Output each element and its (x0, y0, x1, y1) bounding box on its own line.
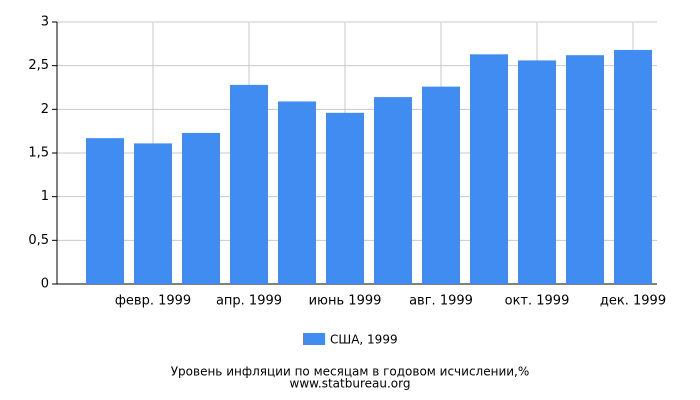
bar (182, 132, 220, 284)
y-tick-label: 1,5 (28, 146, 49, 161)
bar (614, 49, 652, 284)
bar (326, 112, 364, 285)
bar (86, 138, 124, 284)
bar (566, 55, 604, 284)
x-tick-label: авг. 1999 (409, 294, 473, 309)
x-tick-label: февр. 1999 (115, 294, 191, 309)
y-tick-label: 2,5 (28, 58, 49, 73)
bar (518, 60, 556, 284)
bar (374, 97, 412, 285)
bar (470, 54, 508, 285)
x-tick-label: июнь 1999 (309, 294, 382, 309)
y-tick-label: 2 (41, 102, 49, 117)
y-tick-label: 0 (41, 277, 49, 292)
x-tick-label: апр. 1999 (216, 294, 282, 309)
chart-title: Уровень инфляции по месяцам в годовом ис… (171, 365, 530, 379)
y-tick-label: 1 (41, 189, 49, 204)
bar (134, 143, 172, 284)
legend-label: США, 1999 (330, 333, 398, 347)
chart-subtitle: www.statbureau.org (290, 377, 411, 391)
bar (230, 84, 268, 284)
y-tick-label: 3 (41, 15, 49, 30)
y-tick-label: 0,5 (28, 233, 49, 248)
x-tick-label: дек. 1999 (600, 294, 666, 309)
bar (422, 86, 460, 284)
bar (278, 101, 316, 285)
legend-swatch (303, 333, 325, 345)
x-tick-label: окт. 1999 (505, 294, 570, 309)
